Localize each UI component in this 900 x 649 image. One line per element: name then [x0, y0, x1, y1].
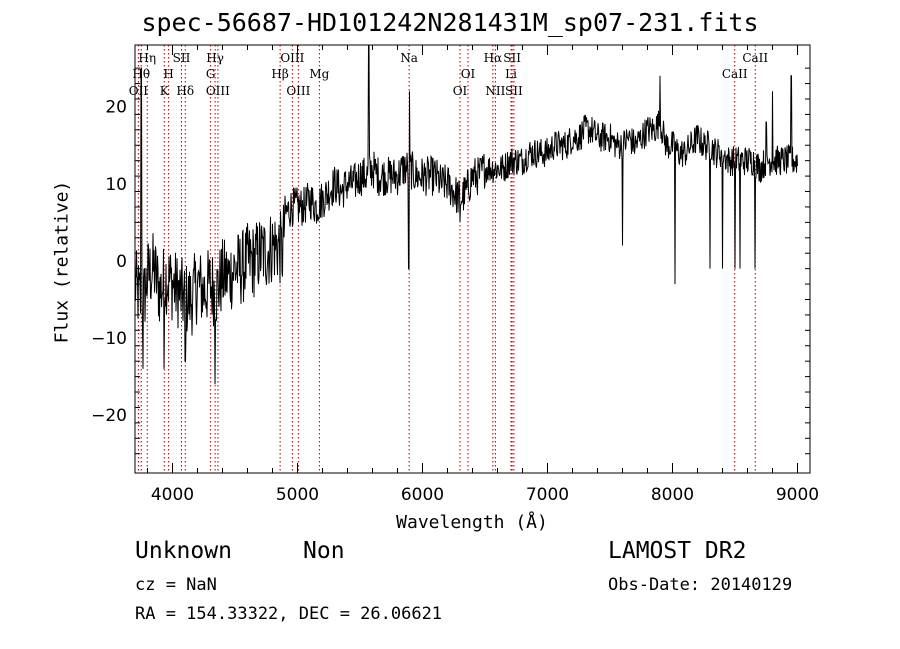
y-tick-label: 0	[116, 252, 127, 272]
line-label: Mg	[309, 67, 329, 81]
line-label: Hδ	[176, 84, 194, 98]
x-tick-label: 9000	[776, 485, 819, 505]
y-axis-label: Flux (relative)	[51, 180, 73, 344]
line-label: OIII	[280, 51, 304, 65]
line-label: Hη	[138, 51, 156, 65]
x-tick-label: 7000	[526, 485, 569, 505]
survey-name: LAMOST DR2	[608, 538, 747, 564]
line-label: OIII	[206, 84, 230, 98]
line-label: Na	[400, 51, 418, 65]
line-label: OI	[461, 67, 476, 81]
redshift-cz: cz = NaN	[135, 575, 217, 595]
line-label: Hα	[484, 51, 503, 65]
x-tick-label: 5000	[276, 485, 319, 505]
line-label: CaII	[722, 67, 748, 81]
line-label: Li	[505, 67, 517, 81]
line-label: NII	[485, 84, 505, 98]
spectrum-line	[134, 44, 798, 385]
line-label: OIII	[286, 84, 310, 98]
line-label: K	[160, 84, 170, 98]
line-label: Hθ	[132, 67, 150, 81]
x-tick-label: 8000	[651, 485, 694, 505]
y-tick-label: 10	[105, 175, 127, 195]
line-label: SII	[503, 51, 521, 65]
object-class: Unknown	[135, 538, 232, 564]
line-label: Hβ	[271, 67, 288, 81]
line-label: OI	[453, 84, 468, 98]
line-label: OII	[129, 84, 149, 98]
plot-frame	[134, 44, 811, 474]
y-tick-label: −10	[91, 329, 127, 349]
x-axis-label: Wavelength (Å)	[396, 512, 548, 533]
chart-title: spec-56687-HD101242N281431M_sp07-231.fit…	[141, 8, 759, 37]
x-tick-label: 4000	[151, 485, 194, 505]
ra-dec: RA = 154.33322, DEC = 26.06621	[135, 604, 443, 624]
obs-date: Obs-Date: 20140129	[608, 575, 793, 595]
line-label: H	[163, 67, 173, 81]
line-label: SII	[173, 51, 191, 65]
x-tick-label: 6000	[401, 485, 444, 505]
line-label: CaII	[742, 51, 768, 65]
line-label: SII	[505, 84, 523, 98]
y-tick-label: 20	[105, 98, 127, 118]
line-label: G	[206, 67, 216, 81]
y-tick-label: −20	[91, 406, 127, 426]
object-subclass: Non	[303, 538, 345, 564]
line-label: Hγ	[206, 51, 224, 65]
